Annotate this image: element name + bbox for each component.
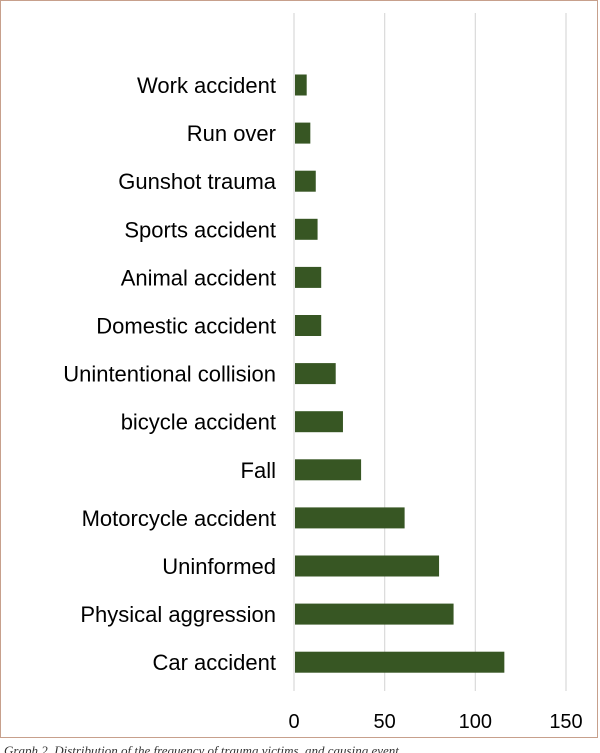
bar-chart: 0 50 100 150 Work accident Run over Gunshot tr… bbox=[63, 13, 583, 733]
x-tick-label-100: 100 bbox=[459, 711, 492, 733]
bar-animal-accident bbox=[295, 266, 322, 288]
category-label-motorcycle-accident: Motorcycle accident bbox=[82, 506, 276, 531]
category-label-bicycle-accident: bicycle accident bbox=[121, 410, 276, 435]
bar-gunshot-trauma bbox=[295, 170, 316, 192]
category-label-animal-accident: Animal accident bbox=[121, 265, 276, 290]
category-label-domestic-accident: Domestic accident bbox=[96, 314, 276, 339]
category-label-gunshot-trauma: Gunshot trauma bbox=[118, 169, 277, 194]
category-label-fall: Fall bbox=[241, 458, 276, 483]
bar-physical-aggression bbox=[295, 603, 454, 625]
category-label-car-accident: Car accident bbox=[152, 650, 276, 675]
x-tick-label-150: 150 bbox=[549, 711, 582, 733]
category-label-run-over: Run over bbox=[187, 121, 276, 146]
category-label-physical-aggression: Physical aggression bbox=[80, 602, 276, 627]
bar-domestic-accident bbox=[295, 315, 322, 336]
x-tick-label-50: 50 bbox=[374, 711, 396, 733]
figure-caption: Graph 2. Distribution of the frequency o… bbox=[4, 743, 399, 753]
category-label-uninformed: Uninformed bbox=[162, 554, 276, 579]
bar-motorcycle-accident bbox=[295, 507, 405, 529]
bar-car-accident bbox=[295, 651, 505, 673]
bar-run-over bbox=[295, 122, 311, 144]
bar-work-accident bbox=[295, 74, 307, 96]
bar-sports-accident bbox=[295, 218, 318, 240]
bar-uninformed bbox=[295, 555, 440, 577]
chart-frame: 0 50 100 150 Work accident Run over Gunshot tr… bbox=[0, 0, 598, 738]
bar-unintentional-collision bbox=[295, 363, 336, 385]
category-label-unintentional-collision: Unintentional collision bbox=[63, 362, 276, 387]
category-label-sports-accident: Sports accident bbox=[124, 217, 276, 242]
x-tick-label-0: 0 bbox=[288, 711, 299, 733]
bar-fall bbox=[295, 459, 362, 481]
category-label-work-accident: Work accident bbox=[137, 73, 276, 98]
bar-bicycle-accident bbox=[295, 411, 343, 433]
